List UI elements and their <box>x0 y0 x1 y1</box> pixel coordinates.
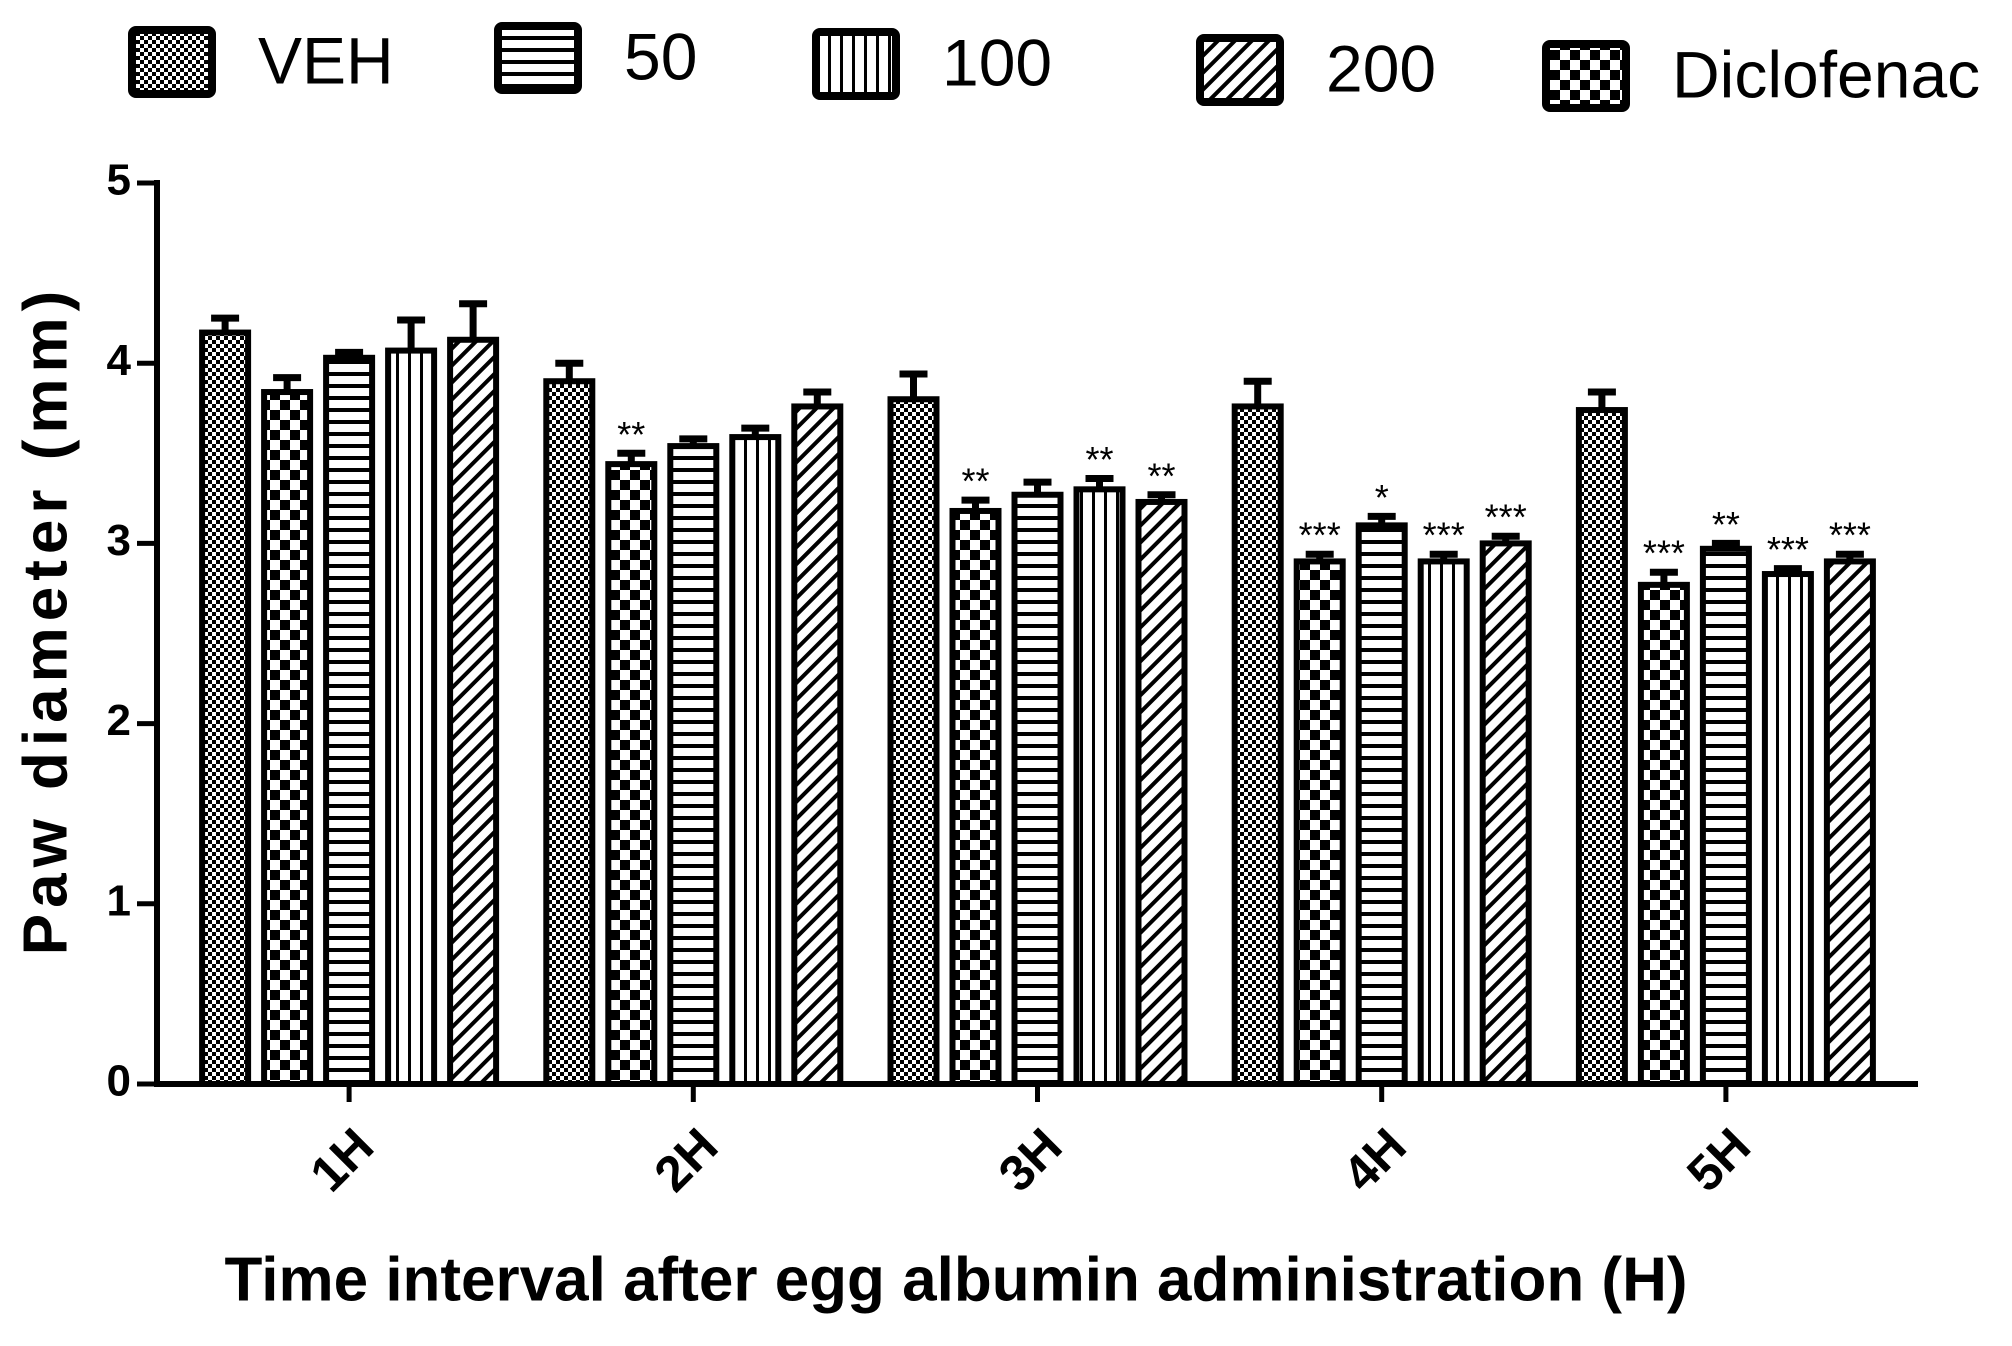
y-tick-label: 3 <box>107 516 131 565</box>
legend-swatch <box>494 22 582 94</box>
y-tick-label: 4 <box>107 336 132 385</box>
legend-label: 50 <box>624 19 697 93</box>
bar <box>385 347 438 1087</box>
bar <box>543 378 596 1088</box>
significance-label: ** <box>961 461 989 502</box>
significance-label: ** <box>1085 439 1113 480</box>
legend-label: 100 <box>942 25 1052 99</box>
x-tick-label: 1H <box>299 1118 384 1203</box>
bar <box>1699 545 1752 1087</box>
bar <box>261 389 314 1088</box>
bar <box>1231 403 1284 1087</box>
x-axis-title: Time interval after egg albumin administ… <box>225 1245 1688 1314</box>
y-tick-label: 1 <box>107 876 131 925</box>
y-tick-label: 0 <box>107 1057 131 1106</box>
bar <box>887 396 940 1087</box>
x-tick-label: 4H <box>1332 1118 1417 1203</box>
bar <box>667 443 720 1088</box>
bar <box>1011 491 1064 1088</box>
legend-swatch <box>128 26 216 98</box>
significance-label: * <box>1375 477 1389 518</box>
legend-swatch <box>1542 40 1630 112</box>
significance-label: ** <box>1712 504 1740 545</box>
legend-swatch <box>1196 34 1284 106</box>
y-tick-label: 5 <box>107 156 131 205</box>
legend-label: Diclofenac <box>1672 37 1980 111</box>
bar <box>605 461 658 1087</box>
bar <box>1575 407 1628 1087</box>
legend-label: VEH <box>258 23 394 97</box>
significance-label: *** <box>1767 529 1809 570</box>
y-axis-title: Paw diameter (mm) <box>11 285 80 956</box>
bar <box>447 336 500 1087</box>
significance-label: ** <box>1147 455 1175 496</box>
significance-label: *** <box>1485 497 1527 538</box>
significance-label: ** <box>617 414 645 455</box>
bar <box>729 434 782 1088</box>
legend-swatch <box>812 28 900 100</box>
significance-label: *** <box>1423 515 1465 556</box>
bar <box>1355 522 1408 1087</box>
bar <box>1417 558 1470 1087</box>
bar <box>1135 498 1188 1088</box>
bar <box>1637 581 1690 1087</box>
bar <box>949 507 1002 1087</box>
x-tick-label: 3H <box>988 1118 1073 1203</box>
x-tick-label: 5H <box>1676 1118 1761 1203</box>
significance-label: *** <box>1299 515 1341 556</box>
significance-label: *** <box>1643 533 1685 574</box>
legend-label: 200 <box>1326 31 1436 105</box>
bar <box>323 354 376 1087</box>
y-tick-label: 2 <box>107 696 131 745</box>
significance-label: *** <box>1829 515 1871 556</box>
bar <box>791 403 844 1087</box>
bar <box>1073 486 1126 1087</box>
bar <box>1479 540 1532 1087</box>
bar <box>1823 558 1876 1087</box>
bar <box>199 329 252 1088</box>
bar <box>1293 558 1346 1087</box>
bar <box>1761 571 1814 1087</box>
x-tick-label: 2H <box>644 1118 729 1203</box>
